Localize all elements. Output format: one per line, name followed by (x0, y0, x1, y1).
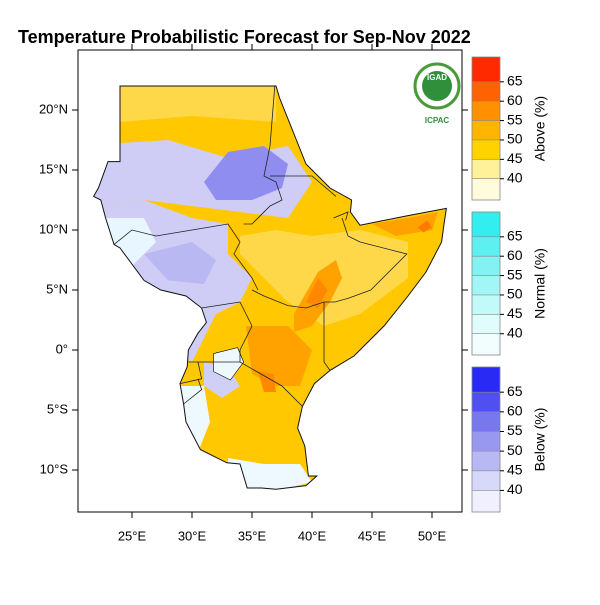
colorbar-tick-label: 65 (507, 228, 523, 244)
forecast-area (228, 458, 312, 490)
border (201, 301, 241, 309)
lat-tick-label: 5°N (46, 281, 68, 296)
colorbar-tick-label: 60 (507, 247, 523, 263)
lat-tick-label: 5°S (47, 401, 68, 416)
lat-tick-label: 10°N (39, 221, 68, 236)
colorbar-box (472, 411, 500, 432)
colorbar-label: Below (%) (532, 408, 548, 472)
colorbar-box (472, 490, 500, 512)
colorbar-tick-label: 50 (507, 442, 523, 458)
lon-tick-label: 50°E (418, 528, 447, 543)
colorbar-label: Above (%) (532, 96, 548, 161)
lat-tick-label: 15°N (39, 161, 68, 176)
colorbar-tick-label: 50 (507, 131, 523, 147)
colorbar-box (472, 392, 500, 412)
colorbar-tick-label: 65 (507, 73, 523, 89)
colorbar-box (472, 470, 500, 491)
lon-tick-label: 35°E (238, 528, 267, 543)
colorbar-tick-label: 40 (507, 324, 523, 340)
logo-bottom: ICPAC (425, 116, 450, 125)
colorbar-frame (471, 366, 501, 513)
colorbar-frame (471, 211, 501, 356)
colorbar-tick-label: 60 (507, 403, 523, 419)
logo: IGAD ICPAC (413, 62, 461, 125)
forecast-area (246, 326, 312, 386)
coastline (92, 85, 448, 490)
map-layer (92, 85, 448, 490)
lat-tick-label: 20°N (39, 101, 68, 116)
border (243, 85, 283, 225)
border (183, 378, 203, 405)
border (239, 301, 303, 407)
border (323, 302, 331, 371)
colorbar-box (472, 101, 500, 121)
colorbar-frame (471, 56, 501, 201)
border (270, 175, 337, 197)
forecast-area (180, 386, 210, 452)
border (333, 211, 349, 221)
colorbar-box (472, 333, 500, 355)
colorbar-box (472, 139, 500, 160)
field-layer (93, 86, 438, 490)
colorbar-box (472, 236, 500, 257)
forecast-area (120, 86, 276, 122)
forecast-area (204, 362, 240, 398)
lat-tick-label: 0° (56, 341, 68, 356)
forecast-area (144, 242, 216, 284)
colorbar-tick-label: 45 (507, 305, 523, 321)
lon-tick-label: 25°E (118, 528, 147, 543)
colorbar-tick-label: 45 (507, 150, 523, 166)
colorbar-tick-label: 60 (507, 92, 523, 108)
colorbar-box (472, 294, 500, 315)
forecast-area (306, 278, 328, 308)
colorbar-box (472, 81, 500, 102)
colorbar-box (472, 256, 500, 276)
title: Temperature Probabilistic Forecast for S… (18, 27, 471, 47)
colorbar-tick-label: 50 (507, 286, 523, 302)
colorbar-tick-label: 40 (507, 481, 523, 497)
colorbar-box (472, 159, 500, 179)
colorbar-tick-label: 55 (507, 422, 523, 438)
colorbar-box (472, 57, 500, 82)
lat-tick-label: 10°S (40, 461, 69, 476)
border (179, 361, 203, 384)
colorbar-box (472, 120, 500, 140)
colorbar-box (472, 178, 500, 200)
colorbar-box (472, 451, 500, 471)
colorbar-tick-label: 40 (507, 169, 523, 185)
lake-victoria (213, 347, 244, 381)
colorbar-box (472, 275, 500, 295)
lon-tick-label: 40°E (298, 528, 327, 543)
border (251, 217, 408, 309)
colorbar-box (472, 431, 500, 452)
colorbar-box (472, 314, 500, 334)
lon-tick-label: 30°E (178, 528, 207, 543)
logo-top: IGAD (427, 73, 447, 82)
colorbar-box (472, 212, 500, 237)
logo-globe (422, 71, 452, 101)
colorbar-label: Normal (%) (532, 248, 548, 319)
colorbar-box (472, 367, 500, 393)
colorbar-tick-label: 55 (507, 111, 523, 127)
lon-tick-label: 45°E (358, 528, 387, 543)
colorbar-tick-label: 55 (507, 266, 523, 282)
colorbar-tick-label: 45 (507, 461, 523, 477)
border (113, 223, 259, 291)
forecast-area (96, 218, 156, 266)
forecast-area (417, 220, 432, 233)
colorbar-tick-label: 65 (507, 383, 523, 399)
forecast-area (258, 371, 276, 392)
